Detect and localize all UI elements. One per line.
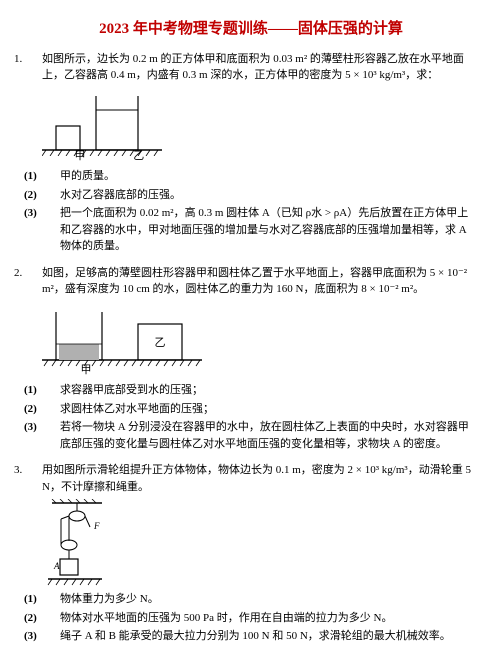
figure-3-svg: F A [42, 499, 122, 587]
problem-text: 用如图所示滑轮组提升正方体物体，物体边长为 0.1 m，密度为 2 × 10³ … [42, 464, 471, 493]
fig2-label-left: 甲 [74, 362, 98, 379]
sub-1-2: (2)水对乙容器底部的压强。 [46, 187, 474, 204]
fig2-label-right-inline: 乙 [155, 336, 166, 349]
sub-3-1: (1)物体重力为多少 N。 [46, 591, 474, 608]
sub-num: (3) [42, 205, 60, 222]
problem-num: 1. [28, 51, 42, 68]
problem-1-intro: 1.如图所示，边长为 0.2 m 的正方体甲和底面积为 0.03 m² 的薄壁柱… [28, 51, 474, 84]
sub-num: (2) [42, 401, 60, 418]
problem-1-figure: 甲 乙 [28, 88, 474, 165]
figure-2-svg: 乙 [42, 302, 202, 368]
sub-3-3: (3)绳子 A 和 B 能承受的最大拉力分别为 100 N 和 50 N，求滑轮… [46, 628, 474, 645]
sub-num: (3) [42, 419, 60, 436]
force-label: F [93, 521, 100, 531]
sub-num: (2) [42, 610, 60, 627]
sub-num: (3) [42, 628, 60, 645]
sub-2-3: (3)若将一物块 A 分别浸没在容器甲的水中，放在圆柱体乙上表面的中央时，水对容… [46, 419, 474, 452]
sub-num: (2) [42, 187, 60, 204]
fig1-label-left: 甲 [68, 148, 92, 165]
sub-num: (1) [42, 382, 60, 399]
sub-text: 求圆柱体乙对水平地面的压强； [60, 403, 214, 415]
problem-num: 2. [28, 265, 42, 282]
sub-text: 物体重力为多少 N。 [60, 593, 159, 605]
sub-2-2: (2)求圆柱体乙对水平地面的压强； [46, 401, 474, 418]
sub-1-1: (1)甲的质量。 [46, 168, 474, 185]
problem-3: 3.用如图所示滑轮组提升正方体物体，物体边长为 0.1 m，密度为 2 × 10… [28, 462, 474, 645]
fig1-label-right: 乙 [127, 148, 151, 165]
sub-text: 物体对水平地面的压强为 500 Pa 时，作用在自由端的拉力为多少 N。 [60, 612, 392, 624]
problem-text: 如图所示，边长为 0.2 m 的正方体甲和底面积为 0.03 m² 的薄壁柱形容… [42, 53, 464, 82]
sub-text: 甲的质量。 [60, 170, 115, 182]
problem-num: 3. [28, 462, 42, 479]
problem-3-figure: F A [28, 499, 474, 587]
block-label-a: A [53, 561, 60, 571]
sub-num: (1) [42, 591, 60, 608]
sub-3-2: (2)物体对水平地面的压强为 500 Pa 时，作用在自由端的拉力为多少 N。 [46, 610, 474, 627]
problem-3-intro: 3.用如图所示滑轮组提升正方体物体，物体边长为 0.1 m，密度为 2 × 10… [28, 462, 474, 495]
sub-text: 把一个底面积为 0.02 m²，高 0.3 m 圆柱体 A（已知 ρ水 > ρA… [60, 207, 468, 252]
sub-2-1: (1)求容器甲底部受到水的压强； [46, 382, 474, 399]
page-title: 2023 年中考物理专题训练——固体压强的计算 [28, 18, 474, 41]
problem-2-intro: 2.如图，足够高的薄壁圆柱形容器甲和圆柱体乙置于水平地面上，容器甲底面积为 5 … [28, 265, 474, 298]
sub-text: 水对乙容器底部的压强。 [60, 189, 181, 201]
problem-1: 1.如图所示，边长为 0.2 m 的正方体甲和底面积为 0.03 m² 的薄壁柱… [28, 51, 474, 255]
problem-2: 2.如图，足够高的薄壁圆柱形容器甲和圆柱体乙置于水平地面上，容器甲底面积为 5 … [28, 265, 474, 453]
sub-num: (1) [42, 168, 60, 185]
sub-text: 若将一物块 A 分别浸没在容器甲的水中，放在圆柱体乙上表面的中央时，水对容器甲底… [60, 421, 469, 450]
figure-1-svg [42, 88, 162, 156]
sub-1-3: (3)把一个底面积为 0.02 m²，高 0.3 m 圆柱体 A（已知 ρ水 >… [46, 205, 474, 255]
sub-text: 绳子 A 和 B 能承受的最大拉力分别为 100 N 和 50 N，求滑轮组的最… [60, 630, 451, 642]
problem-2-figure: 乙 甲 [28, 302, 474, 379]
sub-text: 求容器甲底部受到水的压强； [60, 384, 203, 396]
problem-text: 如图，足够高的薄壁圆柱形容器甲和圆柱体乙置于水平地面上，容器甲底面积为 5 × … [42, 267, 467, 296]
